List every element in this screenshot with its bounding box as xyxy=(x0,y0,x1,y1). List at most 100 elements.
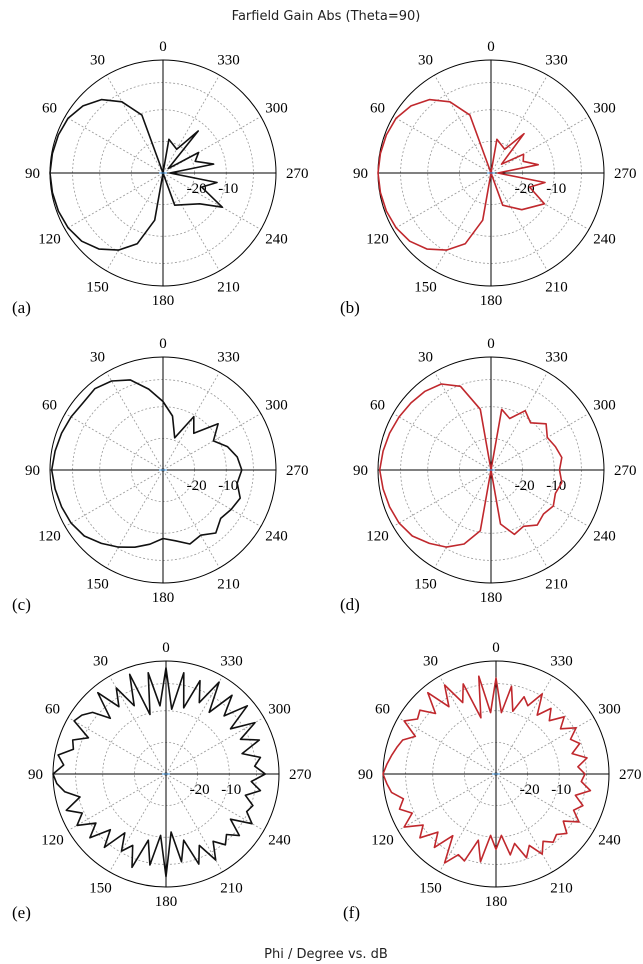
angle-tick-label: 300 xyxy=(598,702,621,718)
angle-tick-label: 120 xyxy=(38,529,61,545)
grid-spoke xyxy=(434,74,492,174)
angle-tick-label: 210 xyxy=(220,880,243,896)
angle-tick-label: 180 xyxy=(155,894,178,910)
radial-tick-label: -20 xyxy=(515,478,535,494)
grid-spoke xyxy=(392,413,492,471)
grid-spoke xyxy=(490,116,590,174)
grid-spoke xyxy=(490,371,548,471)
angle-tick-label: 180 xyxy=(152,590,175,606)
angle-tick-label: 300 xyxy=(265,101,288,117)
grid-spoke xyxy=(434,371,492,471)
grid-spoke xyxy=(64,116,164,174)
angle-tick-label: 0 xyxy=(487,336,495,352)
panel-label: (b) xyxy=(340,298,360,317)
panel-label: (e) xyxy=(12,903,31,922)
grid-spoke xyxy=(392,172,492,230)
polar-panel: 0 30 60 90 120 150 180 210 240 270 300 330 -20 -10 (f) xyxy=(343,640,642,922)
grid-spoke xyxy=(392,469,492,527)
angle-tick-label: 90 xyxy=(358,767,373,783)
angle-tick-label: 240 xyxy=(593,529,616,545)
angle-tick-label: 210 xyxy=(545,279,568,295)
grid-spoke xyxy=(397,717,497,775)
angle-tick-label: 0 xyxy=(487,39,495,55)
angle-tick-label: 90 xyxy=(353,463,368,479)
figure-title: Farfield Gain Abs (Theta=90) xyxy=(232,9,421,24)
angle-tick-label: 120 xyxy=(371,833,394,849)
gain-trace xyxy=(52,667,267,878)
angle-tick-label: 270 xyxy=(286,463,309,479)
panel-label: (d) xyxy=(340,595,360,614)
angle-tick-label: 120 xyxy=(366,232,389,248)
grid-spoke xyxy=(64,469,164,527)
grid-spoke xyxy=(64,172,164,230)
grid-spoke xyxy=(106,371,164,471)
angle-tick-label: 120 xyxy=(366,529,389,545)
angle-tick-label: 120 xyxy=(38,232,61,248)
grid-spoke xyxy=(495,675,553,775)
radial-tick-label: -20 xyxy=(190,782,210,798)
angle-tick-label: 0 xyxy=(159,39,167,55)
grid-spoke xyxy=(67,773,167,831)
grid-spoke xyxy=(162,469,220,569)
angle-tick-label: 150 xyxy=(86,279,109,295)
angle-tick-label: 30 xyxy=(418,53,433,69)
angle-tick-label: 0 xyxy=(162,640,170,656)
grid-spoke xyxy=(165,717,265,775)
angle-tick-label: 300 xyxy=(593,398,616,414)
angle-tick-label: 150 xyxy=(419,880,442,896)
grid-spoke xyxy=(495,773,595,831)
angle-tick-label: 300 xyxy=(265,398,288,414)
radial-tick-label: -10 xyxy=(546,181,566,197)
grid-spoke xyxy=(165,773,223,873)
outer-ring xyxy=(49,356,277,584)
angle-tick-label: 60 xyxy=(42,398,57,414)
grid-spoke xyxy=(67,717,167,775)
grid-spoke xyxy=(490,469,548,569)
radial-tick-label: -10 xyxy=(221,782,241,798)
angle-tick-label: 240 xyxy=(598,833,621,849)
grid-spoke xyxy=(162,116,262,174)
angle-tick-label: 0 xyxy=(159,336,167,352)
radial-tick-label: -20 xyxy=(187,478,207,494)
angle-tick-label: 60 xyxy=(45,702,60,718)
angle-tick-label: 180 xyxy=(480,293,503,309)
grid-spoke xyxy=(64,413,164,471)
panel-label: (a) xyxy=(12,298,31,317)
panel-label: (c) xyxy=(12,595,31,614)
outer-ring xyxy=(377,356,605,584)
angle-tick-label: 300 xyxy=(593,101,616,117)
angle-tick-label: 150 xyxy=(414,279,437,295)
grid-spoke xyxy=(165,675,223,775)
grid-spoke xyxy=(397,773,497,831)
angle-tick-label: 330 xyxy=(550,654,573,670)
angle-tick-label: 270 xyxy=(289,767,312,783)
angle-tick-label: 150 xyxy=(89,880,112,896)
radial-tick-label: -20 xyxy=(515,181,535,197)
radial-tick-label: -20 xyxy=(520,782,540,798)
gain-trace xyxy=(378,383,563,548)
angle-tick-label: 270 xyxy=(614,166,637,182)
radial-tick-label: -10 xyxy=(218,478,238,494)
gain-trace xyxy=(50,379,243,548)
grid-spoke xyxy=(439,675,497,775)
gain-trace xyxy=(382,675,592,864)
grid-spoke xyxy=(490,172,548,272)
angle-tick-label: 240 xyxy=(265,232,288,248)
grid-spoke xyxy=(109,773,167,873)
angle-tick-label: 90 xyxy=(28,767,43,783)
grid-spoke xyxy=(490,172,590,230)
radial-tick-label: -10 xyxy=(218,181,238,197)
grid-spoke xyxy=(495,717,595,775)
angle-tick-label: 30 xyxy=(418,350,433,366)
angle-tick-label: 240 xyxy=(593,232,616,248)
angle-tick-label: 30 xyxy=(93,654,108,670)
gain-trace xyxy=(377,98,546,251)
grid-spoke xyxy=(162,371,220,471)
angle-tick-label: 210 xyxy=(550,880,573,896)
grid-spoke xyxy=(165,773,265,831)
grid-spoke xyxy=(392,116,492,174)
grid-spoke xyxy=(162,172,262,230)
